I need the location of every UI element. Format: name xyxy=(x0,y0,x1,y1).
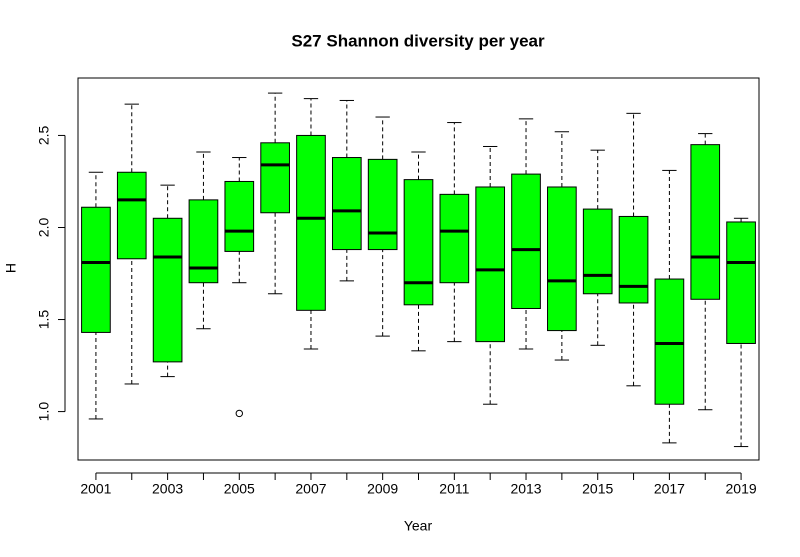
box xyxy=(547,186,577,332)
x-tick-label: 2001 xyxy=(80,481,111,497)
outlier xyxy=(235,409,243,418)
box xyxy=(188,199,219,284)
box xyxy=(116,171,147,260)
x-tick-label: 2009 xyxy=(367,481,398,497)
box xyxy=(224,180,255,252)
x-tick-label: 2003 xyxy=(152,481,183,497)
y-tick-label: 2.5 xyxy=(36,125,52,145)
box xyxy=(475,186,506,343)
x-tick-label: 2011 xyxy=(439,481,469,497)
box xyxy=(582,208,613,295)
x-tick-label: 2007 xyxy=(295,481,326,497)
x-axis-label: Year xyxy=(404,518,433,534)
box xyxy=(403,179,434,306)
box xyxy=(690,144,721,300)
y-tick-label: 1.5 xyxy=(36,310,52,330)
x-tick-label: 2005 xyxy=(224,481,255,497)
x-tick-label: 2015 xyxy=(582,481,613,497)
box xyxy=(367,158,398,251)
box xyxy=(260,142,290,214)
box xyxy=(296,134,326,311)
x-tick-label: 2013 xyxy=(510,481,541,497)
y-tick-label: 1.0 xyxy=(36,402,52,422)
plot-frame xyxy=(77,77,760,461)
x-tick-label: 2017 xyxy=(654,481,685,497)
y-axis-label: H xyxy=(3,263,19,273)
box xyxy=(654,278,685,405)
box xyxy=(618,215,649,304)
box xyxy=(511,173,541,309)
x-tick-label: 2019 xyxy=(726,481,757,497)
box xyxy=(439,193,470,284)
box xyxy=(726,221,756,344)
box xyxy=(331,157,362,251)
box xyxy=(152,217,183,363)
y-tick-label: 2.0 xyxy=(36,218,52,238)
box xyxy=(81,206,111,333)
chart-title: S27 Shannon diversity per year xyxy=(291,31,545,50)
